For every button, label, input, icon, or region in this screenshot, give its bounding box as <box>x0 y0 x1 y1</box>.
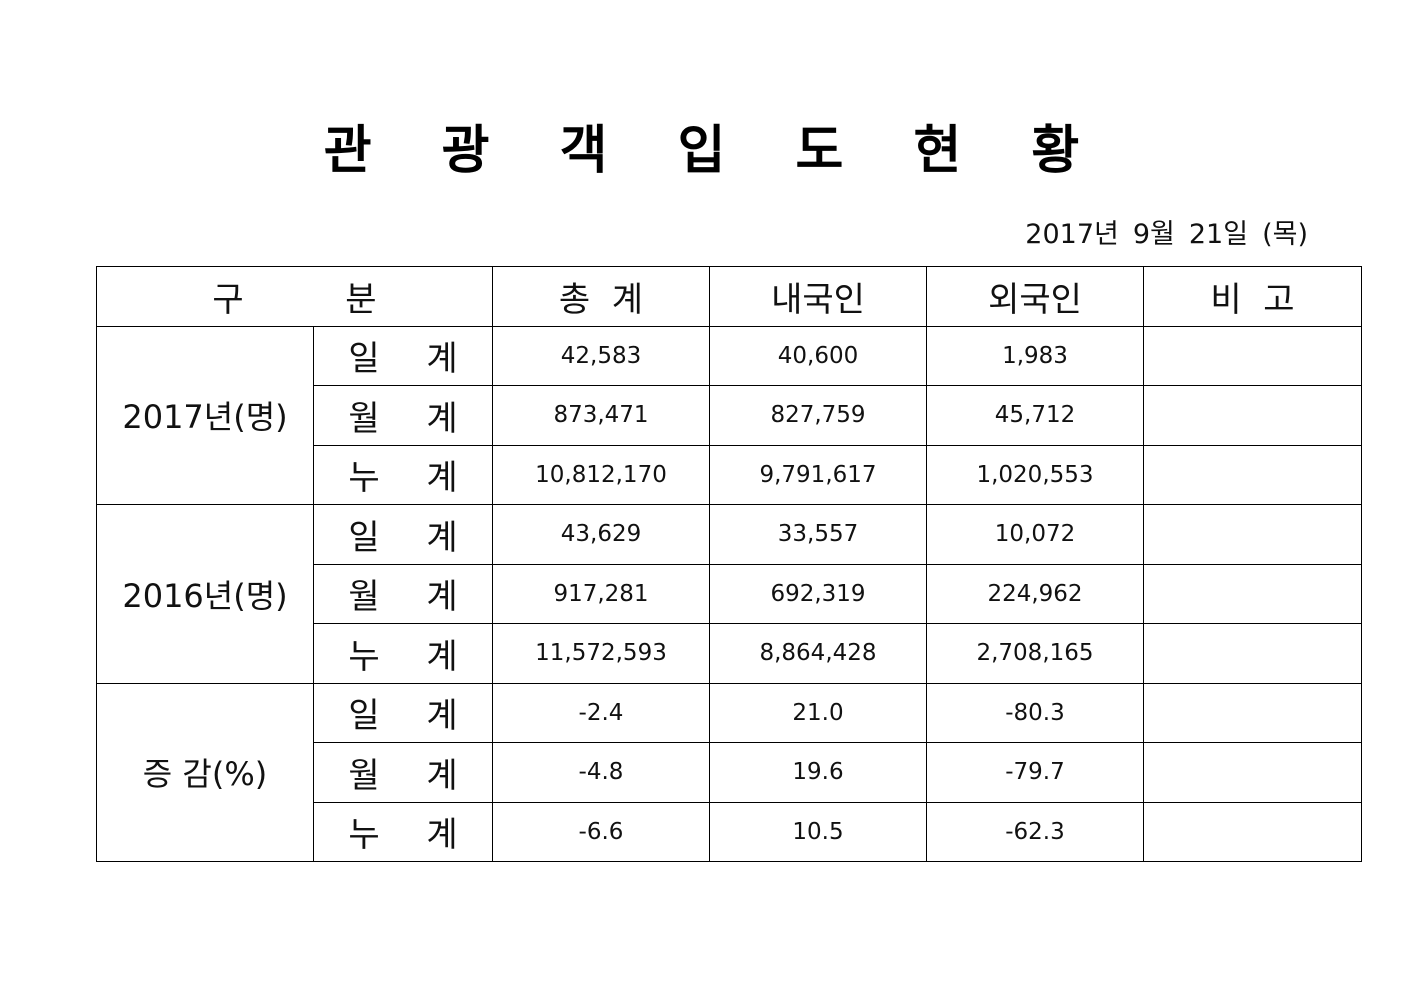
cell-remarks <box>1143 623 1362 684</box>
row-label: 누 계 <box>313 801 493 862</box>
cell-total: 10,812,170 <box>492 444 710 505</box>
cell-remarks <box>1143 801 1362 862</box>
cell-foreign: -79.7 <box>926 742 1144 803</box>
cell-domestic: 40,600 <box>709 325 927 386</box>
table-row: 2016년(명) 일 계 43,629 33,557 10,072 <box>96 504 1362 684</box>
table-row: 누 계 10,812,170 9,791,617 1,020,553 <box>97 444 1362 505</box>
cell-total: 43,629 <box>492 504 710 565</box>
cell-total: 917,281 <box>492 563 710 624</box>
cell-domestic: 692,319 <box>709 563 927 624</box>
cell-total: 873,471 <box>492 385 710 446</box>
header-foreign: 외국인 <box>926 266 1144 327</box>
page-title: 관 광 객 입 도 현 황 <box>323 121 1106 181</box>
table-row: 월 계 -4.8 19.6 -79.7 <box>97 742 1362 803</box>
tourist-arrivals-table: 구 분 총 계 내국인 외국인 비 고 2017년(명) 일 계 42,583 … <box>96 266 1362 862</box>
cell-total: -6.6 <box>492 801 710 862</box>
cell-domestic: 8,864,428 <box>709 623 927 684</box>
cell-domestic: 10.5 <box>709 801 927 862</box>
cell-domestic: 21.0 <box>709 682 927 743</box>
table-row: 증 감(%) 일 계 -2.4 21.0 -80.3 <box>96 682 1362 862</box>
table-row: 월 계 917,281 692,319 224,962 <box>97 563 1362 624</box>
cell-foreign: 10,072 <box>926 504 1144 565</box>
cell-total: 11,572,593 <box>492 623 710 684</box>
cell-foreign: 2,708,165 <box>926 623 1144 684</box>
cell-remarks <box>1143 444 1362 505</box>
cell-domestic: 33,557 <box>709 504 927 565</box>
header-total: 총 계 <box>492 266 710 327</box>
group-label-2016: 2016년(명) <box>96 504 314 684</box>
row-label: 월 계 <box>313 742 493 803</box>
cell-remarks <box>1143 325 1362 386</box>
cell-remarks <box>1143 504 1362 565</box>
group-label-2017: 2017년(명) <box>96 325 314 505</box>
table-row: 2017년(명) 일 계 42,583 40,600 1,983 <box>96 325 1362 505</box>
date-weekday: (목) <box>1262 219 1308 250</box>
cell-foreign: 45,712 <box>926 385 1144 446</box>
row-label: 일 계 <box>313 682 493 743</box>
row-label: 월 계 <box>313 385 493 446</box>
date-year: 2017년 <box>1025 219 1119 250</box>
cell-domestic: 9,791,617 <box>709 444 927 505</box>
cell-domestic: 827,759 <box>709 385 927 446</box>
row-label: 누 계 <box>313 444 493 505</box>
cell-foreign: -80.3 <box>926 682 1144 743</box>
date-month: 9월 <box>1132 219 1175 250</box>
cell-remarks <box>1143 742 1362 803</box>
table-row: 누 계 11,572,593 8,864,428 2,708,165 <box>97 623 1362 684</box>
date-day: 21일 <box>1188 219 1249 250</box>
cell-remarks <box>1143 682 1362 743</box>
row-label: 누 계 <box>313 623 493 684</box>
group-label-change: 증 감(%) <box>96 682 314 862</box>
cell-remarks <box>1143 563 1362 624</box>
header-category: 구 분 <box>96 266 493 327</box>
report-date: 2017년 9월 21일 (목) <box>1025 212 1308 251</box>
row-label: 일 계 <box>313 325 493 386</box>
cell-domestic: 19.6 <box>709 742 927 803</box>
header-domestic: 내국인 <box>709 266 927 327</box>
cell-foreign: 1,020,553 <box>926 444 1144 505</box>
table-row: 누 계 -6.6 10.5 -62.3 <box>97 801 1362 862</box>
cell-total: -2.4 <box>492 682 710 743</box>
cell-foreign: -62.3 <box>926 801 1144 862</box>
header-remarks: 비 고 <box>1143 266 1362 327</box>
cell-total: 42,583 <box>492 325 710 386</box>
row-label: 일 계 <box>313 504 493 565</box>
cell-foreign: 1,983 <box>926 325 1144 386</box>
header-row: 구 분 총 계 내국인 외국인 비 고 <box>96 266 1362 327</box>
cell-foreign: 224,962 <box>926 563 1144 624</box>
row-label: 월 계 <box>313 563 493 624</box>
cell-total: -4.8 <box>492 742 710 803</box>
cell-remarks <box>1143 385 1362 446</box>
